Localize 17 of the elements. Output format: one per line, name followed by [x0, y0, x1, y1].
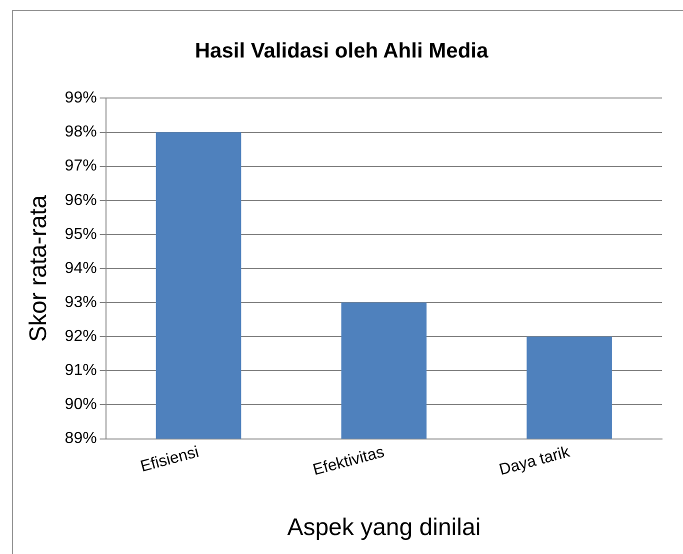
y-tick-label: 91%	[64, 362, 97, 380]
x-tick-label: Efisiensi	[138, 444, 201, 476]
y-tick-label: 90%	[64, 396, 97, 414]
y-tick-label: 96%	[64, 192, 97, 209]
x-tick-label: Efektivitas	[311, 444, 386, 480]
x-tick-label: Daya tarik	[498, 444, 572, 479]
x-axis-title: Aspek yang dinilai	[287, 514, 481, 542]
y-tick-label: 93%	[64, 294, 97, 311]
y-axis-title: Skor rata-rata	[25, 194, 52, 342]
y-tick-label: 98%	[64, 124, 97, 141]
y-tick-label: 97%	[64, 158, 97, 175]
y-tick-label: 95%	[64, 226, 97, 243]
chart-title: Hasil Validasi oleh Ahli Media	[194, 39, 488, 62]
y-tick-label: 94%	[64, 260, 97, 277]
y-tick-label: 89%	[64, 430, 97, 448]
y-tick-label: 99%	[64, 90, 97, 107]
y-tick-label: 92%	[64, 328, 97, 346]
